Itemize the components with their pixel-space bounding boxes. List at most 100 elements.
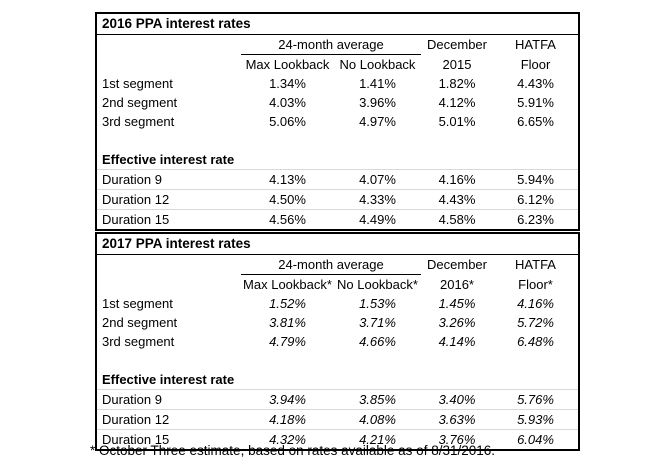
rate-cell: 3.94% xyxy=(241,389,334,410)
table-row: Duration 15 4.32% 4.21% 3.76% 6.04% xyxy=(96,429,580,450)
rate-cell: 5.93% xyxy=(493,409,580,430)
rate-cell: 4.79% xyxy=(269,334,306,349)
table-row: Effective interest rate xyxy=(96,150,579,170)
rate-cell: 4.03% xyxy=(269,95,306,110)
rate-cell: 3.26% xyxy=(438,315,476,330)
row-label-3rd-segment: 3rd segment xyxy=(102,334,175,349)
row-label-duration-15: Duration 15 xyxy=(96,209,241,230)
table-row: Duration 9 3.94% 3.85% 3.40% 5.76% xyxy=(96,389,580,410)
table-row: Duration 12 4.50% 4.33% 4.43% 6.12% xyxy=(96,189,580,210)
rate-cell: 4.16% xyxy=(517,296,554,311)
rate-cell: 4.16% xyxy=(421,169,493,190)
group-header-24-month-average: 24-month average xyxy=(241,34,421,55)
rate-cell: 3.76% xyxy=(421,429,493,450)
spacer-cell xyxy=(96,275,241,295)
subheader-december-year: 2016* xyxy=(440,276,474,292)
table-row: Duration 9 4.13% 4.07% 4.16% 5.94% xyxy=(96,169,580,190)
rate-cell: 4.14% xyxy=(438,334,476,349)
table-row: 2nd segment 3.81% 3.71% 3.26% 5.72% xyxy=(96,313,579,332)
rate-cell: 5.91% xyxy=(517,95,554,110)
row-label-3rd-segment: 3rd segment xyxy=(102,114,175,129)
spacer-cell xyxy=(493,370,579,390)
row-label-duration-15: Duration 15 xyxy=(96,429,241,450)
rate-cell: 1.41% xyxy=(359,76,396,91)
rate-cell: 3.81% xyxy=(269,315,306,330)
ppa-rates-table-2017: 2017 PPA interest rates 24-month average… xyxy=(95,232,581,451)
rate-cell: 6.04% xyxy=(493,429,580,450)
rate-cell: 6.65% xyxy=(517,114,554,129)
rate-cell: 4.08% xyxy=(334,409,421,430)
spacer-cell xyxy=(96,351,579,370)
rate-cell: 1.52% xyxy=(269,296,306,311)
rate-cell: 6.23% xyxy=(493,209,580,230)
footnote-october-three-estimate: * October Three estimate, based on rates… xyxy=(90,443,495,458)
rate-cell: 4.13% xyxy=(241,169,334,190)
spacer-cell xyxy=(96,35,241,55)
rate-cell: 5.06% xyxy=(269,114,306,129)
rate-cell: 4.43% xyxy=(517,76,554,91)
section-label-effective-interest-rate: Effective interest rate xyxy=(102,372,235,387)
rate-cell: 3.85% xyxy=(334,389,421,410)
table-row: Max Lookback No Lookback 2015 Floor xyxy=(96,55,579,75)
rate-cell: 6.48% xyxy=(517,334,554,349)
rate-cell: 4.33% xyxy=(334,189,421,210)
subheader-december-year: 2015 xyxy=(442,56,472,72)
row-label-2nd-segment: 2nd segment xyxy=(102,95,178,110)
rate-cell: 4.43% xyxy=(421,189,493,210)
rate-cell: 4.32% xyxy=(241,429,334,450)
rate-cell: 3.63% xyxy=(421,409,493,430)
table-row: 2017 PPA interest rates xyxy=(96,233,580,255)
row-label-1st-segment: 1st segment xyxy=(102,76,173,91)
rate-cell: 4.49% xyxy=(334,209,421,230)
spacer-cell xyxy=(493,150,579,170)
table-row: 3rd segment 5.06% 4.97% 5.01% 6.65% xyxy=(96,112,579,131)
table-row: Effective interest rate xyxy=(96,370,579,390)
table-row: Duration 12 4.18% 4.08% 3.63% 5.93% xyxy=(96,409,580,430)
row-label-duration-9: Duration 9 xyxy=(96,169,241,190)
rate-cell: 1.82% xyxy=(438,76,476,91)
table-row: Max Lookback* No Lookback* 2016* Floor* xyxy=(96,275,579,295)
table-row: 2nd segment 4.03% 3.96% 4.12% 5.91% xyxy=(96,93,579,112)
blank-row xyxy=(96,351,579,370)
col-header-december: December xyxy=(427,37,487,53)
rate-cell: 4.50% xyxy=(241,189,334,210)
rate-cell: 5.72% xyxy=(517,315,554,330)
rate-cell: 5.76% xyxy=(493,389,580,410)
table-row: 1st segment 1.34% 1.41% 1.82% 4.43% xyxy=(96,74,579,93)
spacer-cell xyxy=(96,131,579,150)
rate-cell: 4.12% xyxy=(438,95,476,110)
ppa-rates-table-2016: 2016 PPA interest rates 24-month average… xyxy=(95,12,581,231)
table-row: 1st segment 1.52% 1.53% 1.45% 4.16% xyxy=(96,294,579,313)
table-row: Duration 15 4.56% 4.49% 4.58% 6.23% xyxy=(96,209,580,230)
col-header-december: December xyxy=(427,257,487,273)
table-title-2017: 2017 PPA interest rates xyxy=(96,233,580,255)
table-row: 24-month average December HATFA xyxy=(96,34,579,55)
rate-cell: 6.12% xyxy=(493,189,580,210)
table-row: 2016 PPA interest rates xyxy=(96,13,580,35)
col-header-hatfa: HATFA xyxy=(515,37,556,53)
rate-cell: 4.66% xyxy=(359,334,396,349)
rate-cell: 1.34% xyxy=(269,76,306,91)
blank-row xyxy=(96,131,579,150)
spacer-cell xyxy=(421,150,493,170)
subheader-max-lookback: Max Lookback xyxy=(245,57,330,72)
section-label-effective-interest-rate: Effective interest rate xyxy=(102,152,235,167)
rate-cell: 3.71% xyxy=(359,315,396,330)
rate-cell: 4.58% xyxy=(421,209,493,230)
table-row: 24-month average December HATFA xyxy=(96,254,579,275)
rate-cell: 1.53% xyxy=(359,296,396,311)
rate-cell: 4.07% xyxy=(334,169,421,190)
col-header-hatfa: HATFA xyxy=(515,257,556,273)
subheader-hatfa-floor: Floor* xyxy=(518,276,553,292)
rate-cell: 5.01% xyxy=(438,114,476,129)
rate-cell: 4.97% xyxy=(359,114,396,129)
table-title-2016: 2016 PPA interest rates xyxy=(96,13,580,35)
subheader-no-lookback: No Lookback xyxy=(339,57,416,72)
spacer-cell xyxy=(96,55,241,75)
spacer-cell xyxy=(96,255,241,275)
row-label-duration-12: Duration 12 xyxy=(96,189,241,210)
subheader-hatfa-floor: Floor xyxy=(520,56,551,72)
rate-cell: 1.45% xyxy=(438,296,476,311)
rate-cell: 5.94% xyxy=(493,169,580,190)
rate-cell: 3.96% xyxy=(359,95,396,110)
